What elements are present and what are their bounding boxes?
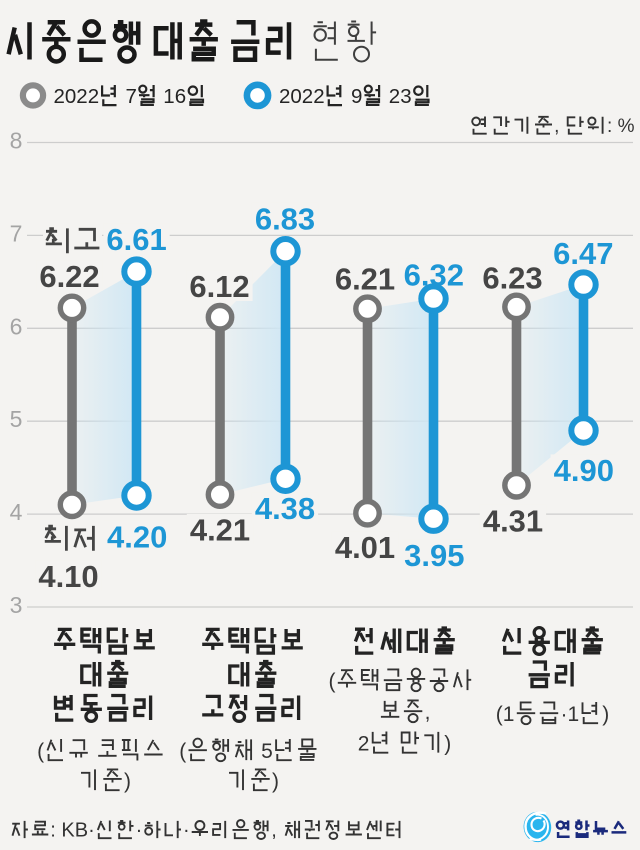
svg-text:8: 8 [10, 128, 23, 154]
svg-text:23: 23 [389, 85, 412, 108]
svg-text:16: 16 [163, 85, 186, 108]
svg-text:9: 9 [351, 85, 362, 108]
svg-text:4.10: 4.10 [38, 559, 98, 594]
svg-text::: : [50, 819, 56, 841]
svg-text:4.90: 4.90 [554, 453, 614, 488]
svg-text:4.01: 4.01 [335, 530, 395, 565]
svg-text:6.61: 6.61 [106, 222, 166, 257]
svg-text:%: % [618, 116, 635, 137]
svg-text:·1: ·1 [561, 703, 580, 726]
svg-text:3.95: 3.95 [404, 538, 464, 573]
svg-text:2022: 2022 [54, 85, 100, 108]
svg-text:7: 7 [10, 220, 23, 246]
svg-text:6: 6 [10, 313, 23, 339]
svg-text:): ) [272, 770, 279, 793]
svg-text:4.38: 4.38 [255, 491, 315, 526]
svg-text:6.32: 6.32 [404, 258, 464, 293]
svg-text:): ) [124, 770, 131, 793]
svg-text:·: · [136, 819, 143, 841]
svg-text:7: 7 [126, 85, 137, 108]
svg-text:3: 3 [10, 592, 23, 618]
svg-text:(: ( [37, 740, 44, 763]
svg-text:): ) [602, 703, 609, 726]
svg-text:4.20: 4.20 [107, 520, 167, 555]
svg-text:6.83: 6.83 [255, 202, 315, 237]
svg-text:,: , [271, 819, 277, 841]
svg-text:5: 5 [10, 406, 23, 432]
svg-text:,: , [554, 116, 559, 137]
svg-text:(: ( [329, 670, 336, 693]
svg-text:5: 5 [261, 740, 273, 763]
svg-text:4.21: 4.21 [190, 513, 250, 548]
svg-text:4: 4 [10, 499, 23, 525]
svg-text:·: · [183, 819, 190, 841]
svg-text:6.47: 6.47 [553, 236, 613, 271]
svg-text:KB·: KB· [61, 819, 94, 841]
svg-text:6.21: 6.21 [335, 262, 395, 297]
svg-text:6.12: 6.12 [189, 269, 249, 304]
svg-text:(1: (1 [496, 703, 515, 726]
svg-text:): ) [444, 732, 451, 755]
svg-text:2022: 2022 [279, 85, 325, 108]
svg-text::: : [607, 116, 612, 137]
svg-text:2: 2 [358, 732, 370, 755]
svg-text:6.23: 6.23 [482, 261, 542, 296]
svg-text:,: , [425, 701, 431, 724]
svg-text:6.22: 6.22 [39, 259, 99, 294]
svg-text:4.31: 4.31 [483, 504, 543, 539]
svg-text:(: ( [179, 740, 186, 763]
